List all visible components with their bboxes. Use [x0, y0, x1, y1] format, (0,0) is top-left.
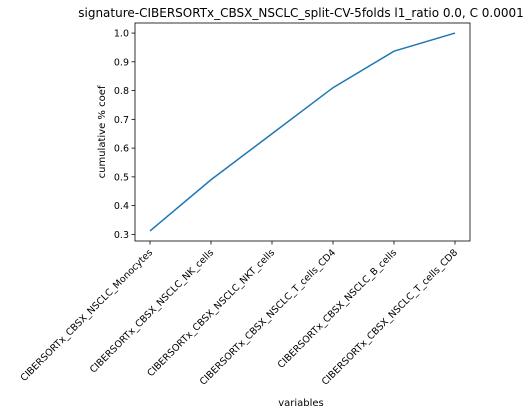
chart-title: signature-CIBERSORTx_CBSX_NSCLC_split-CV…: [78, 6, 524, 20]
y-tick-label: 0.4: [114, 201, 129, 212]
x-axis: CIBERSORTx_CBSX_NSCLC_MonocytesCIBERSORT…: [19, 241, 460, 388]
x-tick-label: CIBERSORTx_CBSX_NSCLC_NKT_cells: [145, 247, 277, 379]
y-tick-label: 0.9: [114, 57, 129, 68]
x-tick-label: CIBERSORTx_CBSX_NSCLC_Monocytes: [19, 247, 156, 384]
y-tick-label: 0.3: [114, 230, 129, 241]
y-tick-label: 1.0: [114, 29, 129, 40]
y-tick-label: 0.8: [114, 86, 129, 97]
y-tick-label: 0.5: [114, 172, 129, 183]
plot-frame: [134, 22, 471, 242]
y-tick-label: 0.7: [114, 115, 129, 126]
y-axis: 0.3 0.4 0.5 0.6 0.7 0.8 0.9 1.0: [114, 29, 135, 241]
x-tick-label: CIBERSORTx_CBSX_NSCLC_T_cells_CD4: [198, 247, 338, 387]
x-tick-label: CIBERSORTx_CBSX_NSCLC_T_cells_CD8: [320, 247, 460, 387]
series-line: [149, 32, 456, 232]
y-tick-label: 0.6: [114, 144, 129, 155]
y-axis-label: cumulative % coef: [97, 85, 108, 178]
x-tick-label: CIBERSORTx_CBSX_NSCLC_B_cells: [276, 247, 399, 370]
x-tick-label: CIBERSORTx_CBSX_NSCLC_NK_cells: [88, 247, 216, 375]
plot-area: 0.3 0.4 0.5 0.6 0.7 0.8 0.9 1.0 CIBERSORTx_CBSX…: [19, 22, 471, 388]
x-axis-label: variables: [278, 398, 324, 409]
